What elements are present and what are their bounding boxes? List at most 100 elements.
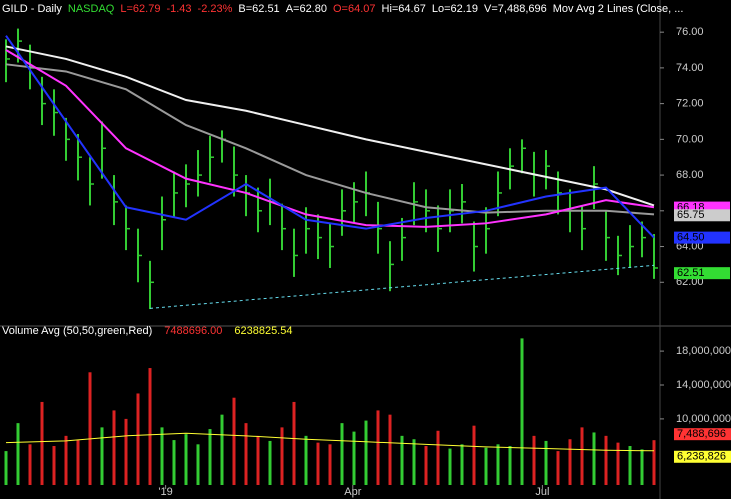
moving-average	[5, 49, 655, 228]
volume-bar	[100, 427, 104, 485]
header-text: Lo=62.19	[432, 3, 478, 15]
price-label-box	[674, 267, 730, 280]
volume-bar	[64, 435, 68, 485]
volume-bar	[580, 427, 584, 485]
y-tick-label: 62.00	[676, 276, 704, 288]
volume-title: 6238825.54	[234, 325, 292, 337]
volume-bar	[592, 432, 596, 485]
header-text: Mov Avg 2 Lines (Close, ...	[553, 3, 684, 15]
volume-bar	[316, 442, 320, 485]
volume-tick-label: 10,000,000	[676, 413, 731, 425]
volume-label-box	[674, 450, 731, 463]
header-text: O=64.07	[333, 3, 376, 15]
volume-bar	[556, 451, 560, 485]
volume-bar	[16, 423, 20, 485]
price-label: 65.75	[677, 209, 705, 221]
volume-bar	[544, 440, 548, 485]
volume-bar	[496, 444, 500, 485]
volume-bar	[388, 414, 392, 485]
y-tick-label: 68.00	[676, 169, 704, 181]
volume-bar	[652, 440, 656, 485]
volume-bar	[472, 425, 476, 485]
moving-average	[5, 35, 655, 239]
volume-bar	[136, 393, 140, 485]
volume-bar	[244, 423, 248, 485]
volume-bar	[568, 439, 572, 485]
header-text: V=7,488,696	[484, 3, 547, 15]
moving-average	[5, 45, 655, 207]
header-text: B=62.51	[238, 3, 279, 15]
header-text: GILD - Daily	[2, 3, 62, 15]
volume-bar	[616, 442, 620, 485]
volume-bar	[484, 447, 488, 485]
volume-label-box	[674, 428, 731, 441]
volume-label: 7,488,696	[677, 428, 726, 440]
volume-bar	[640, 449, 644, 485]
volume-bar	[232, 397, 236, 485]
volume-bar	[304, 435, 308, 485]
volume-bar	[412, 439, 416, 485]
volume-bar	[112, 410, 116, 485]
volume-bar	[28, 444, 32, 485]
price-label-box	[674, 231, 730, 244]
volume-bar	[268, 440, 272, 485]
x-tick-label: Apr	[344, 486, 361, 498]
trendline	[149, 264, 655, 309]
volume-bar	[76, 440, 80, 485]
volume-bar	[532, 435, 536, 485]
x-tick-label: '19	[158, 486, 172, 498]
volume-bar	[436, 430, 440, 485]
volume-bar	[328, 444, 332, 485]
price-label-box	[674, 209, 730, 222]
volume-title: 7488696.00	[164, 325, 222, 337]
x-tick-label: Jul	[535, 486, 549, 498]
header-text: L=62.79	[120, 3, 160, 15]
volume-bar	[256, 435, 260, 485]
volume-bar	[40, 401, 44, 485]
y-tick-label: 76.00	[676, 26, 704, 38]
price-label: 62.51	[677, 267, 705, 279]
header-text: -1.43	[166, 3, 191, 15]
volume-bar	[424, 446, 428, 485]
volume-average	[5, 432, 655, 452]
volume-bar	[184, 434, 188, 485]
y-tick-label: 74.00	[676, 62, 704, 74]
y-tick-label: 70.00	[676, 133, 704, 145]
volume-bar	[124, 418, 128, 485]
volume-bar	[88, 372, 92, 485]
volume-bar	[220, 414, 224, 485]
volume-bar	[160, 427, 164, 485]
header-text: -2.23%	[198, 3, 233, 15]
volume-tick-label: 14,000,000	[676, 379, 731, 391]
volume-bar	[196, 444, 200, 485]
header-text: NASDAQ	[68, 3, 115, 15]
volume-title: Volume Avg (50,50,green,Red)	[2, 325, 152, 337]
volume-bar	[508, 446, 512, 485]
volume-bar	[400, 435, 404, 485]
price-label: 64.50	[677, 232, 705, 244]
volume-bar	[460, 444, 464, 485]
volume-label: 6,238,826	[677, 451, 726, 463]
volume-bar	[52, 446, 56, 485]
volume-bar	[208, 429, 212, 485]
volume-bar	[352, 431, 356, 485]
volume-bar	[376, 410, 380, 485]
header-text: Hi=64.67	[382, 3, 426, 15]
volume-bar	[292, 401, 296, 485]
volume-bar	[280, 427, 284, 485]
moving-average	[5, 63, 655, 216]
volume-bar	[604, 435, 608, 485]
volume-bar	[148, 368, 152, 485]
volume-tick-label: 18,000,000	[676, 345, 731, 357]
volume-bar	[628, 446, 632, 485]
volume-bar	[448, 448, 452, 485]
header-text: A=62.80	[286, 3, 327, 15]
volume-bar	[340, 423, 344, 485]
volume-bar	[4, 451, 8, 485]
y-tick-label: 72.00	[676, 98, 704, 110]
volume-bar	[364, 420, 368, 485]
volume-bar	[172, 440, 176, 485]
volume-bar	[520, 338, 524, 485]
